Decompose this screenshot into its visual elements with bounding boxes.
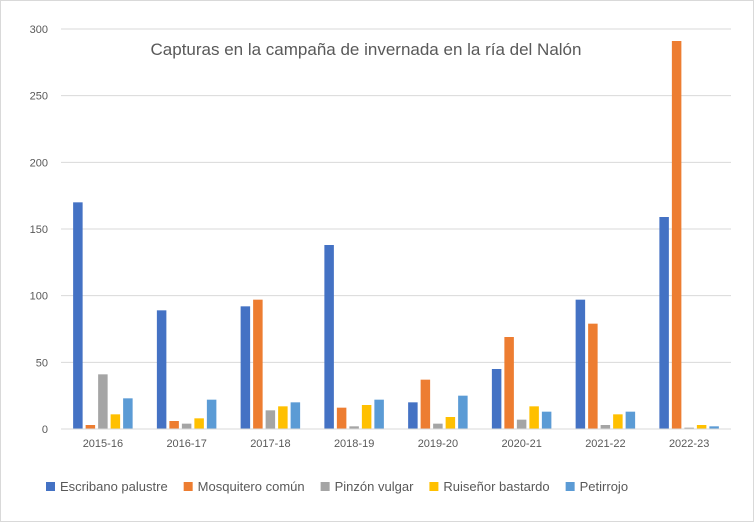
- bar-ruiseñor-bastardo-2019-20: [445, 417, 456, 429]
- legend-label: Escribano palustre: [60, 479, 168, 494]
- bar-petirrojo-2016-17: [206, 399, 217, 429]
- bar-ruiseñor-bastardo-2017-18: [278, 406, 288, 429]
- x-tick-label: 2021-22: [585, 438, 625, 450]
- bar-pinzón-vulgar-2022-23: [684, 427, 694, 429]
- gridlines: [61, 28, 731, 363]
- bar-ruiseñor-bastardo-2022-23: [696, 425, 707, 429]
- chart-title: Capturas en la campaña de invernada en l…: [151, 40, 582, 59]
- bar-ruiseñor-bastardo-2018-19: [361, 405, 372, 429]
- bar-escribano-palustre-2017-18: [240, 306, 251, 429]
- legend-label: Mosquitero común: [198, 479, 305, 494]
- bar-mosquitero-común-2022-23: [671, 41, 682, 429]
- bar-pinzón-vulgar-2015-16: [98, 374, 108, 429]
- bar-ruiseñor-bastardo-2016-17: [194, 418, 204, 429]
- legend-swatch: [46, 482, 55, 491]
- bar-pinzón-vulgar-2019-20: [433, 423, 443, 429]
- bar-mosquitero-común-2019-20: [420, 379, 431, 429]
- legend-label: Ruiseñor bastardo: [443, 479, 549, 494]
- legend-swatch: [320, 482, 330, 491]
- legend-label: Petirrojo: [580, 479, 628, 494]
- bar-petirrojo-2018-19: [374, 399, 384, 429]
- bar-mosquitero-común-2016-17: [169, 421, 179, 429]
- bar-ruiseñor-bastardo-2015-16: [110, 414, 121, 429]
- x-tick-label: 2020-21: [501, 438, 541, 450]
- bar-escribano-palustre-2020-21: [491, 369, 502, 429]
- x-tick-label: 2015-16: [83, 438, 123, 450]
- legend-swatch: [565, 482, 575, 491]
- bar-escribano-palustre-2021-22: [575, 299, 586, 429]
- x-tick-label: 2022-23: [669, 438, 709, 450]
- bar-mosquitero-común-2015-16: [85, 425, 96, 429]
- bar-pinzón-vulgar-2021-22: [600, 425, 611, 429]
- bar-escribano-palustre-2019-20: [408, 402, 418, 429]
- bar-petirrojo-2017-18: [290, 402, 301, 429]
- y-tick-label: 100: [30, 291, 48, 303]
- bar-mosquitero-común-2021-22: [588, 323, 598, 429]
- bar-petirrojo-2015-16: [123, 398, 133, 429]
- bar-pinzón-vulgar-2020-21: [516, 419, 527, 429]
- bar-escribano-palustre-2016-17: [156, 310, 167, 429]
- y-tick-label: 0: [42, 424, 48, 436]
- x-tick-label: 2018-19: [334, 438, 374, 450]
- bar-ruiseñor-bastardo-2020-21: [529, 406, 539, 429]
- bar-petirrojo-2022-23: [709, 426, 719, 429]
- bar-escribano-palustre-2015-16: [73, 202, 83, 429]
- bar-ruiseñor-bastardo-2021-22: [613, 414, 623, 429]
- bar-petirrojo-2020-21: [541, 411, 552, 429]
- x-axis: 2015-16 2016-17 2017-18 2018-19 2019-20 2020-…: [61, 428, 731, 450]
- bars: [73, 41, 719, 429]
- y-tick-label: 50: [36, 357, 48, 369]
- bar-mosquitero-común-2018-19: [336, 407, 347, 429]
- y-tick-label: 200: [30, 157, 48, 169]
- y-tick-label: 250: [30, 91, 48, 103]
- x-tick-label: 2019-20: [418, 438, 458, 450]
- bar-petirrojo-2021-22: [625, 411, 636, 429]
- legend-swatch: [429, 482, 439, 491]
- bar-petirrojo-2019-20: [458, 395, 468, 429]
- bar-pinzón-vulgar-2017-18: [265, 410, 276, 429]
- legend-label: Pinzón vulgar: [335, 479, 414, 494]
- bar-pinzón-vulgar-2016-17: [181, 423, 192, 429]
- x-tick-label: 2016-17: [166, 438, 206, 450]
- x-tick-label: 2017-18: [250, 438, 290, 450]
- bar-mosquitero-común-2017-18: [253, 299, 263, 429]
- y-tick-label: 150: [30, 224, 48, 236]
- y-tick-label: 300: [30, 24, 48, 36]
- legend-swatch: [183, 482, 193, 491]
- bar-mosquitero-común-2020-21: [504, 337, 514, 429]
- bar-escribano-palustre-2022-23: [659, 217, 669, 429]
- legend: Escribano palustre Mosquitero común Pinzón…: [46, 479, 628, 494]
- bar-escribano-palustre-2018-19: [324, 245, 334, 429]
- bar-pinzón-vulgar-2018-19: [349, 426, 359, 429]
- y-axis-ticks: 0 50 100 150 200 250 300: [30, 24, 48, 436]
